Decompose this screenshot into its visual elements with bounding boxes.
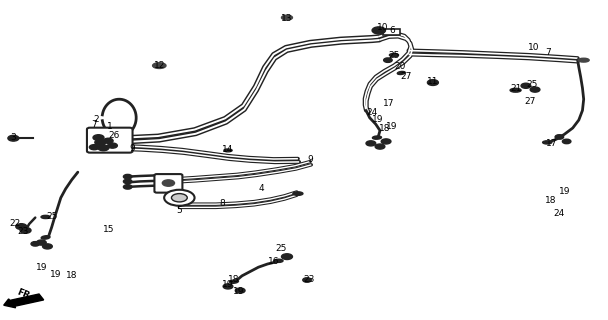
Ellipse shape (397, 71, 406, 75)
Ellipse shape (543, 141, 552, 144)
Circle shape (555, 135, 564, 139)
Circle shape (123, 179, 132, 184)
Circle shape (16, 224, 27, 229)
Text: 20: 20 (395, 62, 406, 71)
Circle shape (20, 228, 31, 233)
Text: 19: 19 (387, 122, 398, 131)
Text: 25: 25 (389, 52, 399, 60)
Circle shape (103, 138, 113, 143)
Text: 22: 22 (10, 219, 21, 228)
Circle shape (171, 194, 187, 202)
Text: FR.: FR. (15, 287, 33, 302)
Circle shape (303, 278, 311, 282)
Circle shape (89, 145, 99, 150)
Text: 9: 9 (307, 155, 313, 164)
Ellipse shape (153, 63, 166, 68)
Text: 11: 11 (427, 77, 438, 86)
Circle shape (36, 240, 46, 245)
Text: 23: 23 (303, 276, 314, 284)
Text: 17: 17 (384, 99, 395, 108)
Text: 5: 5 (176, 206, 182, 215)
Circle shape (108, 143, 117, 148)
Circle shape (162, 180, 174, 186)
Text: 15: 15 (103, 225, 114, 234)
Text: 18: 18 (66, 271, 77, 280)
Text: 18: 18 (545, 196, 556, 205)
Ellipse shape (282, 15, 292, 20)
Text: 18: 18 (229, 275, 240, 284)
Circle shape (530, 87, 540, 92)
Circle shape (521, 83, 531, 88)
FancyBboxPatch shape (87, 128, 133, 153)
Text: 8: 8 (219, 199, 225, 208)
Circle shape (562, 139, 571, 144)
Bar (383, 29, 400, 35)
Circle shape (384, 58, 392, 62)
Circle shape (381, 139, 391, 144)
Ellipse shape (389, 53, 399, 57)
Ellipse shape (41, 236, 50, 239)
Text: 3: 3 (10, 133, 16, 142)
Circle shape (235, 288, 245, 293)
Text: 19: 19 (559, 187, 570, 196)
Text: 25: 25 (275, 244, 286, 253)
Text: 1: 1 (106, 122, 112, 131)
Ellipse shape (41, 215, 50, 219)
Text: 18: 18 (379, 124, 390, 133)
Text: 12: 12 (154, 61, 165, 70)
Text: 9: 9 (130, 144, 136, 153)
Text: 17: 17 (547, 140, 558, 148)
Ellipse shape (274, 259, 283, 262)
Text: 4: 4 (258, 184, 264, 193)
Circle shape (93, 135, 104, 140)
Circle shape (427, 80, 438, 85)
Text: 19: 19 (50, 270, 61, 279)
Text: 26: 26 (109, 132, 120, 140)
Circle shape (98, 145, 109, 151)
Circle shape (43, 244, 52, 249)
Ellipse shape (293, 192, 303, 195)
Ellipse shape (373, 136, 381, 139)
Text: 25: 25 (527, 80, 537, 89)
Circle shape (8, 135, 19, 141)
FancyBboxPatch shape (154, 174, 182, 193)
Text: 25: 25 (46, 212, 57, 221)
Circle shape (95, 140, 106, 145)
Text: 7: 7 (91, 120, 97, 129)
Text: 19: 19 (373, 116, 384, 124)
Ellipse shape (510, 88, 521, 92)
FancyArrow shape (4, 294, 44, 308)
Ellipse shape (224, 149, 232, 152)
Circle shape (164, 190, 195, 206)
Circle shape (123, 174, 132, 179)
Circle shape (123, 185, 132, 189)
Text: 19: 19 (36, 263, 47, 272)
Text: 19: 19 (223, 280, 233, 289)
Text: 10: 10 (528, 43, 539, 52)
Ellipse shape (578, 58, 589, 62)
Text: 16: 16 (268, 257, 279, 266)
Text: 19: 19 (233, 287, 244, 296)
Text: 24: 24 (367, 108, 378, 117)
Text: 21: 21 (510, 84, 521, 93)
Text: 6: 6 (389, 26, 395, 35)
Circle shape (372, 27, 385, 34)
Circle shape (366, 141, 376, 146)
Circle shape (223, 284, 233, 289)
Text: 23: 23 (18, 227, 29, 236)
Circle shape (31, 242, 40, 246)
Circle shape (282, 254, 292, 260)
Text: 14: 14 (223, 145, 233, 154)
Text: 2: 2 (93, 116, 99, 124)
Text: 27: 27 (525, 97, 536, 106)
Text: 7: 7 (545, 48, 551, 57)
Ellipse shape (230, 280, 238, 283)
Text: 13: 13 (282, 14, 292, 23)
Text: 10: 10 (378, 23, 389, 32)
Circle shape (375, 144, 385, 149)
Text: 27: 27 (401, 72, 412, 81)
Text: 24: 24 (554, 209, 565, 218)
